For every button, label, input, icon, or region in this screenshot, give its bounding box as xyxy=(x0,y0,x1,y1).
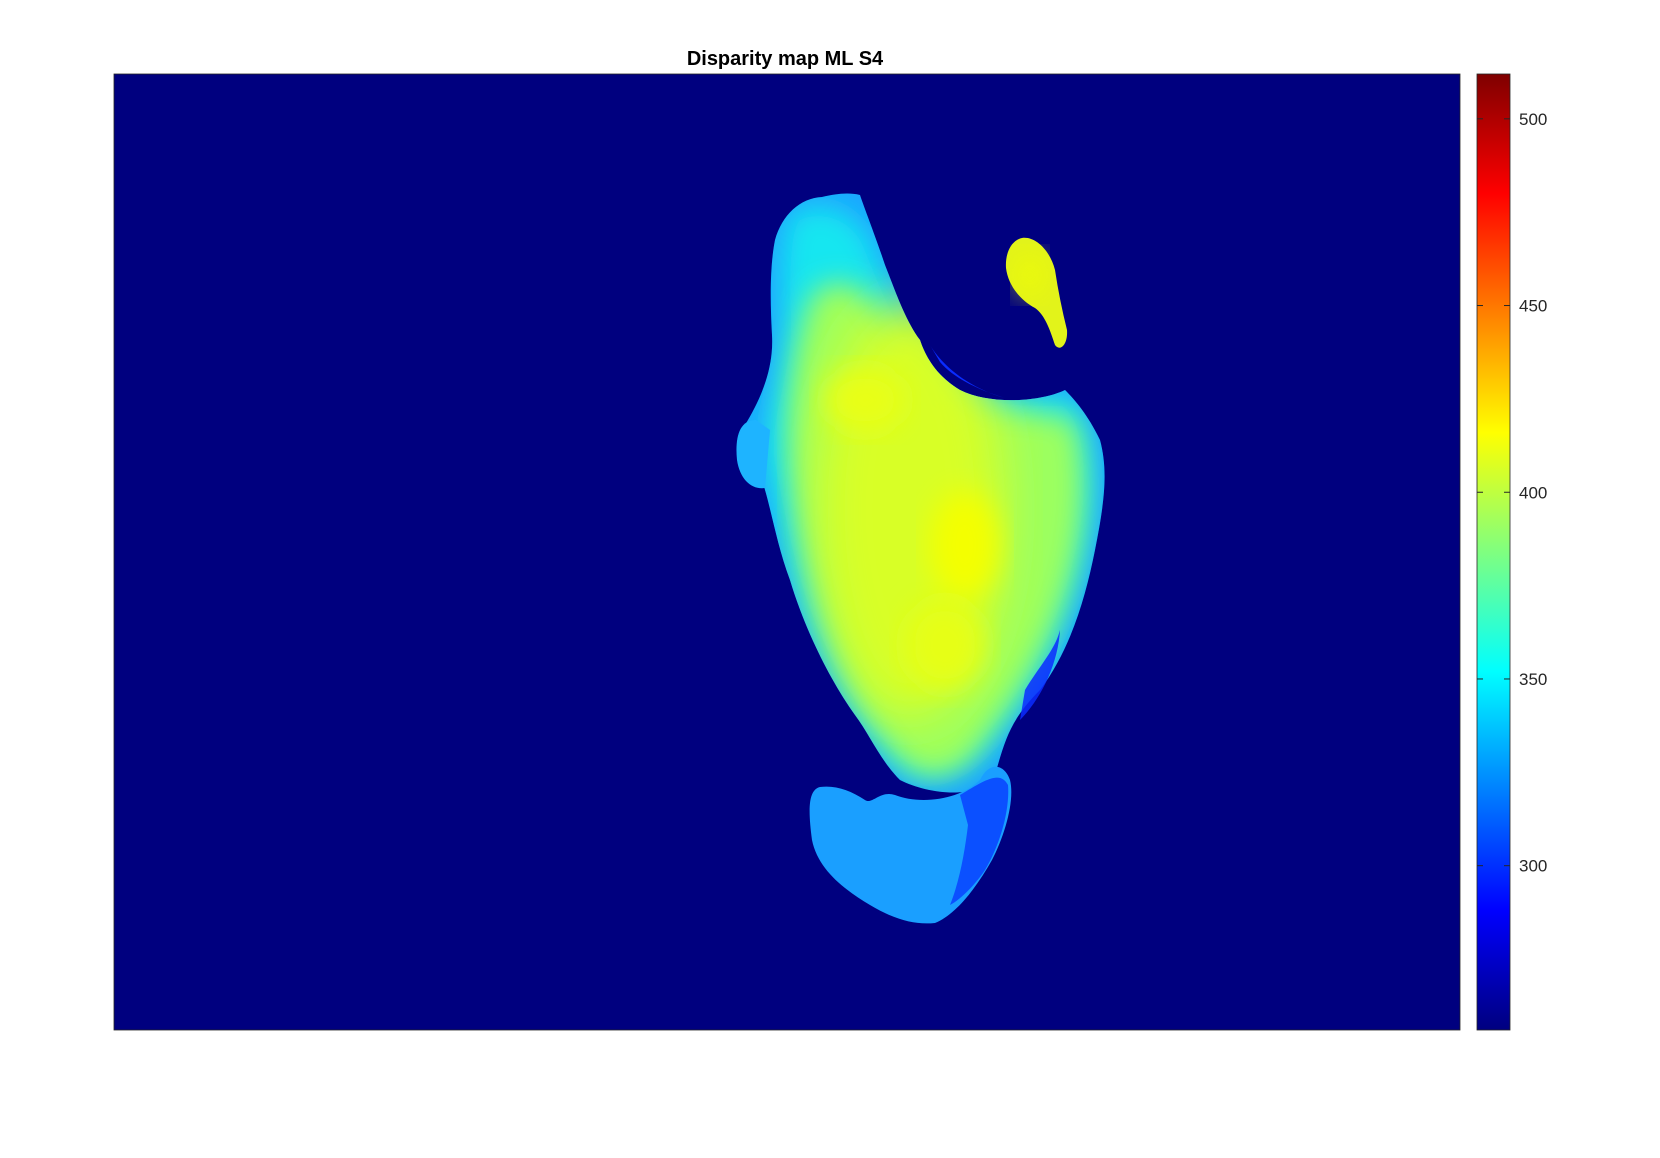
hotspot-center xyxy=(930,490,1000,600)
hotspot-upper xyxy=(825,368,905,432)
small-blob-highlight xyxy=(1016,253,1044,297)
right-edge-dark xyxy=(1020,630,1060,720)
colorbar-tick-label: 400 xyxy=(1519,483,1547,502)
lower-blob xyxy=(809,766,1012,924)
chart-title: Disparity map ML S4 xyxy=(687,48,884,70)
colorbar-ticks: 300 350 400 450 500 xyxy=(1477,110,1547,876)
colorbar: 300 350 400 450 500 xyxy=(1476,73,1547,1031)
small-blob xyxy=(1005,237,1068,348)
plot-area xyxy=(114,74,1460,1030)
colorbar-tick-label: 500 xyxy=(1519,110,1547,129)
colorbar-tick-label: 300 xyxy=(1519,857,1547,876)
lower-blob-dark-edge xyxy=(950,777,1009,905)
colorbar-tick-label: 350 xyxy=(1519,670,1547,689)
hotspot-lower xyxy=(905,600,985,690)
colorbar-gradient xyxy=(1476,73,1511,1031)
main-blob xyxy=(736,193,1105,793)
colorbar-tick-label: 450 xyxy=(1519,297,1547,316)
left-lobe xyxy=(736,420,770,489)
axes-frame xyxy=(113,73,1461,1031)
